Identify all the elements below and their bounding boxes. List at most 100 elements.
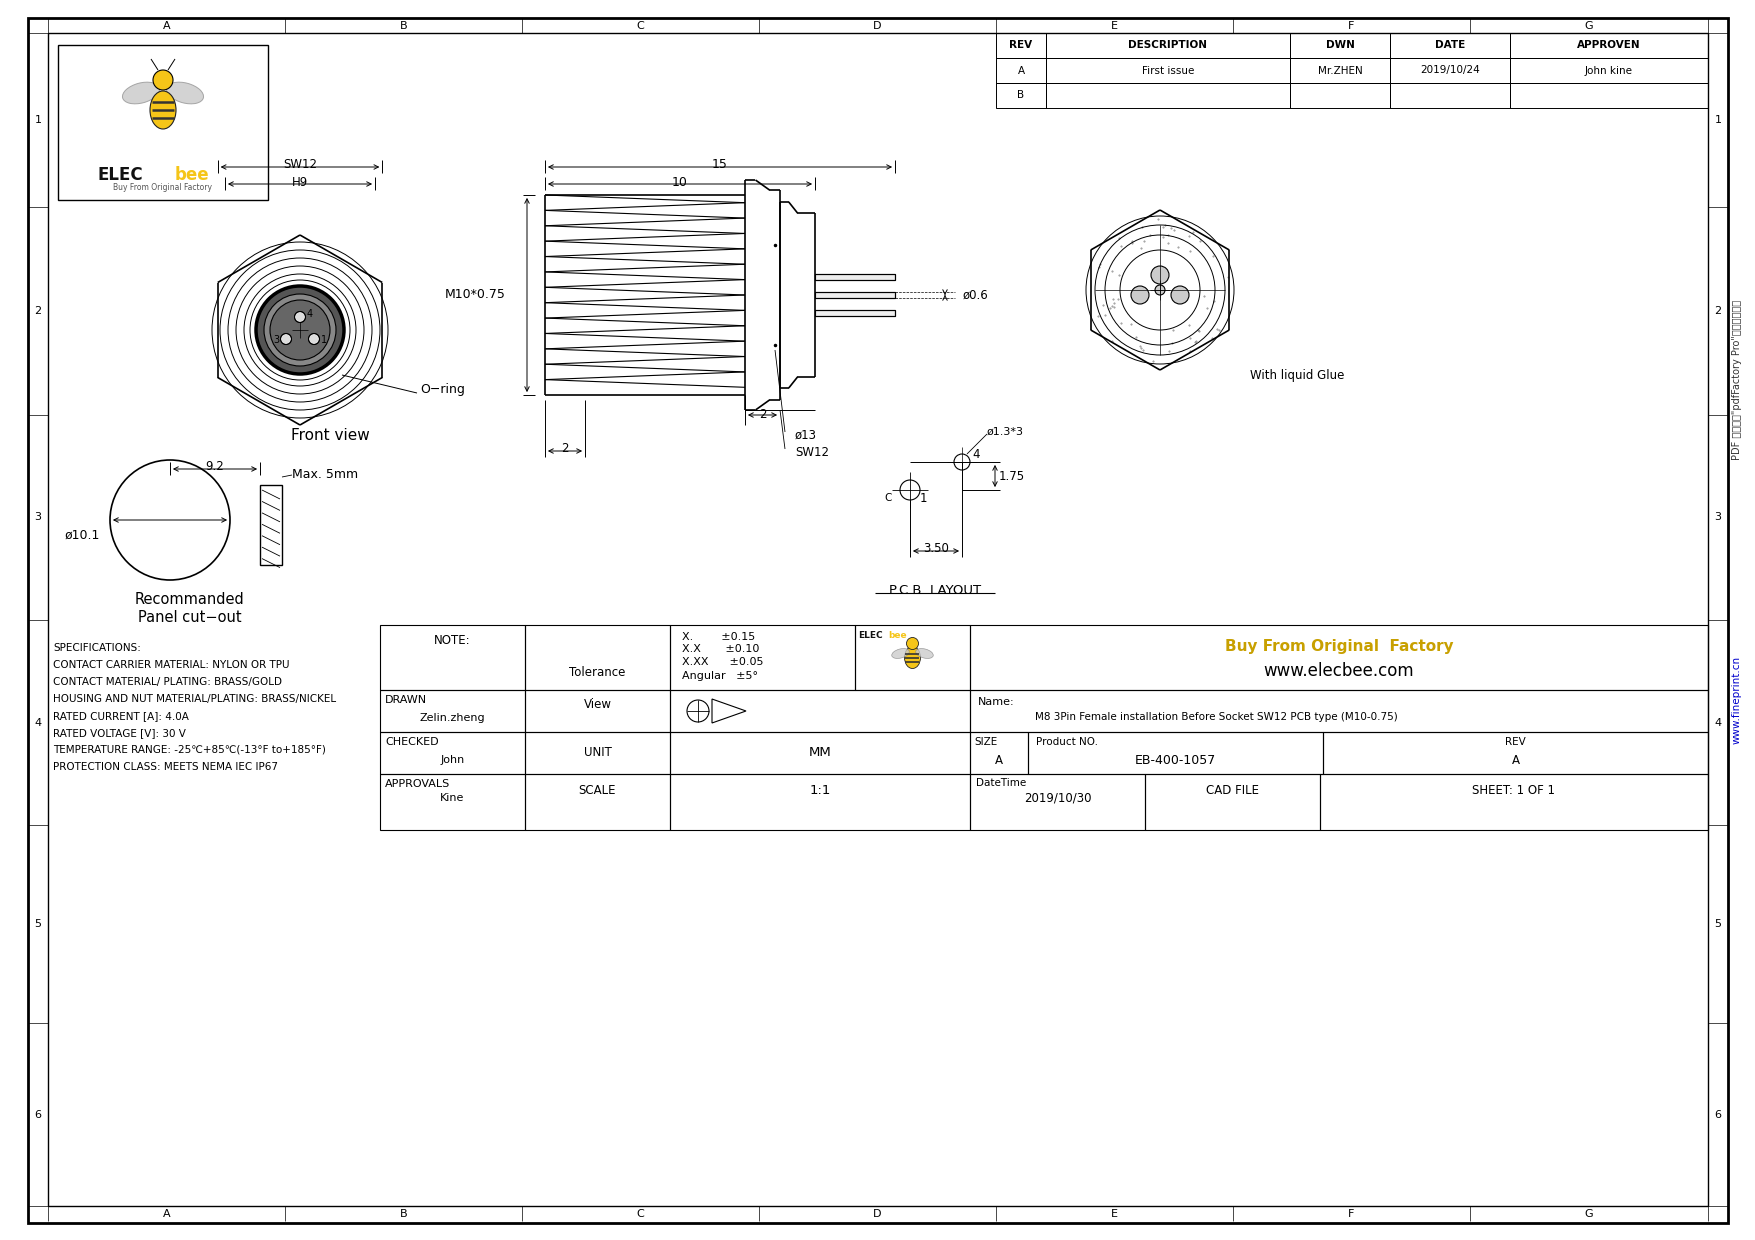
Bar bbox=[814, 274, 895, 280]
Text: ø0.6: ø0.6 bbox=[962, 289, 988, 301]
Bar bbox=[1390, 33, 1509, 58]
Bar bbox=[1290, 58, 1390, 83]
Text: MM: MM bbox=[809, 746, 832, 759]
Text: C: C bbox=[637, 21, 644, 31]
Bar bbox=[1509, 58, 1708, 83]
Text: SPECIFICATIONS:: SPECIFICATIONS: bbox=[53, 644, 140, 653]
Bar bbox=[381, 625, 525, 689]
Text: CHECKED: CHECKED bbox=[384, 737, 439, 746]
Circle shape bbox=[1171, 286, 1188, 304]
Text: C: C bbox=[637, 1209, 644, 1219]
Bar bbox=[855, 625, 971, 689]
Text: A: A bbox=[995, 754, 1004, 768]
Text: B: B bbox=[400, 21, 407, 31]
Ellipse shape bbox=[149, 91, 176, 129]
Text: X.X       ±0.10: X.X ±0.10 bbox=[683, 644, 760, 653]
Circle shape bbox=[1151, 267, 1169, 284]
Bar bbox=[670, 774, 971, 830]
Bar bbox=[670, 689, 971, 732]
Text: A: A bbox=[163, 21, 170, 31]
Text: 4: 4 bbox=[35, 718, 42, 728]
Text: 6: 6 bbox=[35, 1110, 42, 1120]
Text: APPROVEN: APPROVEN bbox=[1578, 41, 1641, 51]
Text: DATE: DATE bbox=[1436, 41, 1465, 51]
Bar bbox=[1390, 58, 1509, 83]
Text: 1: 1 bbox=[321, 335, 326, 345]
Text: Angular   ±5°: Angular ±5° bbox=[683, 671, 758, 681]
Circle shape bbox=[295, 311, 305, 322]
Text: 4: 4 bbox=[1715, 718, 1722, 728]
Text: ELEC: ELEC bbox=[858, 630, 883, 640]
Text: First issue: First issue bbox=[1143, 66, 1193, 76]
Text: B: B bbox=[1018, 91, 1025, 100]
Bar bbox=[814, 310, 895, 316]
Bar bbox=[381, 774, 525, 830]
Text: HOUSING AND NUT MATERIAL/PLATING: BRASS/NICKEL: HOUSING AND NUT MATERIAL/PLATING: BRASS/… bbox=[53, 694, 337, 704]
Text: DESCRIPTION: DESCRIPTION bbox=[1128, 41, 1207, 51]
Text: 2: 2 bbox=[35, 306, 42, 316]
Text: A: A bbox=[1018, 66, 1025, 76]
Text: X.XX      ±0.05: X.XX ±0.05 bbox=[683, 657, 763, 667]
Text: 1.75: 1.75 bbox=[999, 470, 1025, 482]
Text: C: C bbox=[885, 494, 892, 503]
Text: H9: H9 bbox=[291, 176, 309, 188]
Text: ø13: ø13 bbox=[795, 429, 818, 441]
Text: 2019/10/24: 2019/10/24 bbox=[1420, 66, 1479, 76]
Bar bbox=[381, 732, 525, 774]
Bar bbox=[1046, 58, 1290, 83]
Circle shape bbox=[907, 637, 918, 650]
Text: D: D bbox=[874, 21, 881, 31]
Text: F: F bbox=[1348, 1209, 1355, 1219]
Text: John: John bbox=[441, 755, 465, 765]
Bar bbox=[997, 33, 1046, 58]
Text: 1: 1 bbox=[1715, 115, 1722, 125]
Text: 1: 1 bbox=[920, 491, 927, 505]
Text: 9.2: 9.2 bbox=[205, 460, 225, 474]
Bar bbox=[997, 83, 1046, 108]
Bar bbox=[1290, 83, 1390, 108]
Text: E: E bbox=[1111, 21, 1118, 31]
Circle shape bbox=[263, 294, 335, 366]
Text: 3: 3 bbox=[35, 512, 42, 522]
Text: 2: 2 bbox=[1715, 306, 1722, 316]
Text: O−ring: O−ring bbox=[419, 383, 465, 397]
Text: E: E bbox=[1111, 1209, 1118, 1219]
Text: PDF 文件使用"pdfFactory Pro"试用版本创建: PDF 文件使用"pdfFactory Pro"试用版本创建 bbox=[1732, 300, 1743, 460]
Text: bee: bee bbox=[176, 166, 209, 184]
Text: 3: 3 bbox=[1715, 512, 1722, 522]
Text: NOTE:: NOTE: bbox=[433, 634, 470, 646]
Text: SW12: SW12 bbox=[283, 159, 318, 171]
Text: 10: 10 bbox=[672, 176, 688, 188]
Text: 2019/10/30: 2019/10/30 bbox=[1023, 791, 1092, 805]
Ellipse shape bbox=[892, 649, 909, 658]
Bar bbox=[525, 689, 670, 732]
Text: UNIT: UNIT bbox=[584, 746, 611, 759]
Text: 3.50: 3.50 bbox=[923, 543, 949, 556]
Text: RATED CURRENT [A]: 4.0A: RATED CURRENT [A]: 4.0A bbox=[53, 711, 190, 720]
Text: Tolerance: Tolerance bbox=[569, 667, 627, 680]
Circle shape bbox=[309, 334, 319, 345]
Bar bbox=[670, 625, 855, 689]
Bar bbox=[525, 774, 670, 830]
Text: SHEET: 1 OF 1: SHEET: 1 OF 1 bbox=[1472, 785, 1555, 797]
Text: Buy From Original  Factory: Buy From Original Factory bbox=[1225, 640, 1453, 655]
Text: Kine: Kine bbox=[441, 794, 465, 804]
Text: M8 3Pin Female installation Before Socket SW12 PCB type (M10-0.75): M8 3Pin Female installation Before Socke… bbox=[1035, 712, 1397, 722]
Ellipse shape bbox=[916, 649, 934, 658]
Text: F: F bbox=[1348, 21, 1355, 31]
Text: 4: 4 bbox=[307, 309, 312, 319]
Text: CONTACT MATERIAL/ PLATING: BRASS/GOLD: CONTACT MATERIAL/ PLATING: BRASS/GOLD bbox=[53, 677, 283, 687]
Bar bbox=[1509, 83, 1708, 108]
Circle shape bbox=[256, 286, 344, 374]
Bar bbox=[525, 625, 670, 689]
Text: DWN: DWN bbox=[1325, 41, 1355, 51]
Text: M10*0.75: M10*0.75 bbox=[444, 289, 505, 301]
Text: CAD FILE: CAD FILE bbox=[1206, 785, 1258, 797]
Text: Panel cut−out: Panel cut−out bbox=[139, 610, 242, 625]
Ellipse shape bbox=[167, 82, 204, 104]
Text: Zelin.zheng: Zelin.zheng bbox=[419, 713, 486, 723]
Text: APPROVALS: APPROVALS bbox=[384, 779, 451, 789]
Text: Max. 5mm: Max. 5mm bbox=[291, 469, 358, 481]
Bar bbox=[1046, 83, 1290, 108]
Circle shape bbox=[153, 69, 174, 91]
